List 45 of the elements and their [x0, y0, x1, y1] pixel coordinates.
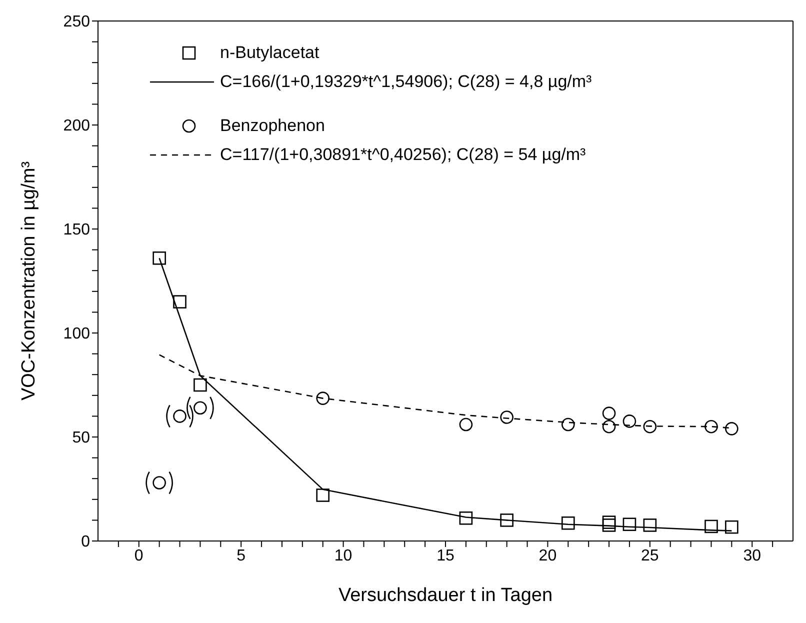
y-axis-title: VOC-Konzentration in µg/m³ [18, 161, 40, 401]
point [459, 418, 473, 432]
point [316, 488, 330, 502]
point [500, 410, 514, 424]
y-tick-label: 200 [63, 118, 90, 135]
point [194, 401, 207, 415]
x-tick-label: 10 [334, 547, 352, 564]
point [622, 518, 636, 532]
point [602, 516, 616, 529]
y-tick-label: 250 [63, 14, 90, 31]
x-tick-label: 5 [236, 547, 246, 564]
point [173, 410, 186, 423]
legend-label: C=117/(1+0,30891*t^0,40256); C(28) = 54 µg/m³ [220, 144, 586, 164]
point [173, 295, 186, 308]
x-tick-label: 25 [641, 547, 659, 564]
point [194, 378, 207, 392]
x-tick-label: 15 [436, 547, 454, 564]
point [643, 518, 657, 532]
point [643, 420, 657, 434]
point [602, 518, 616, 532]
x-axis-title: Versuchsdauer t in Tagen [338, 585, 553, 606]
point [725, 520, 738, 534]
point [561, 516, 575, 530]
point [704, 420, 718, 434]
point [152, 476, 166, 490]
y-tick-label: 100 [63, 326, 90, 343]
point [500, 514, 514, 527]
point [622, 414, 636, 428]
y-tick-label: 0 [81, 534, 90, 551]
point [459, 511, 473, 525]
legend-label: n-Butylacetat [220, 42, 320, 62]
point [602, 406, 616, 420]
y-tick-label: 50 [72, 430, 90, 447]
point [152, 251, 166, 265]
point [704, 520, 718, 534]
legend-label: C=166/(1+0,19329*t^1,54906); C(28) = 4,8 µg/m³ [220, 72, 592, 92]
legend-label: Benzophenon [220, 116, 325, 136]
x-tick-label: 0 [134, 547, 144, 564]
x-tick-label: 30 [743, 547, 762, 564]
point [316, 392, 330, 405]
x-tick-label: 20 [538, 547, 557, 564]
point [725, 422, 738, 436]
point [561, 418, 575, 432]
point [602, 420, 616, 434]
y-tick-label: 150 [63, 222, 90, 239]
